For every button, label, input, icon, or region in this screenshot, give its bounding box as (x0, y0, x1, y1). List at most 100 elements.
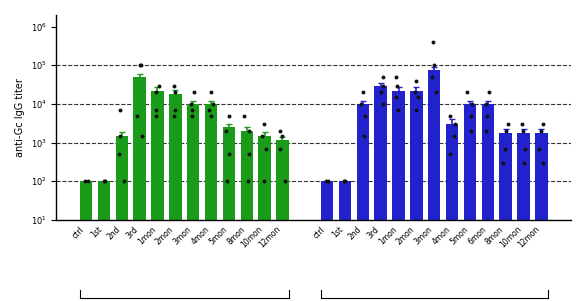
Point (100, 179, 109, 184)
Bar (428, 70, 441, 301)
Point (171, 107, 180, 112)
Point (132, 113, 142, 118)
Point (359, 90, 368, 95)
Point (224, 113, 234, 118)
Point (244, 179, 253, 184)
Point (206, 90, 216, 95)
Point (155, 83, 164, 88)
Bar (392, 91, 405, 301)
Point (259, 122, 268, 126)
Bar (517, 133, 530, 301)
Point (391, 95, 401, 100)
Bar (464, 104, 476, 301)
Point (225, 152, 234, 157)
Point (378, 83, 387, 88)
Point (276, 129, 285, 133)
Point (188, 107, 197, 112)
Point (481, 101, 490, 106)
Point (208, 101, 217, 106)
Point (520, 160, 529, 165)
Point (275, 146, 285, 151)
Point (244, 129, 254, 133)
Point (356, 101, 366, 106)
Point (485, 90, 494, 95)
Bar (80, 181, 93, 301)
Point (84, 179, 93, 184)
Point (100, 179, 110, 184)
Point (81, 179, 90, 184)
Bar (205, 104, 217, 301)
Point (206, 113, 216, 118)
Point (378, 101, 387, 106)
Point (462, 90, 472, 95)
Point (360, 133, 369, 138)
Bar (535, 133, 547, 301)
Bar (134, 77, 146, 301)
Point (500, 146, 509, 151)
Bar (410, 91, 423, 301)
Point (244, 152, 254, 157)
Point (379, 75, 388, 79)
Point (151, 90, 161, 95)
Point (466, 113, 476, 118)
Point (467, 101, 476, 106)
Point (392, 83, 401, 88)
Point (186, 101, 196, 106)
Point (414, 95, 423, 100)
Bar (356, 104, 369, 301)
Point (135, 63, 145, 68)
Point (222, 129, 231, 133)
Point (411, 107, 420, 112)
Point (151, 107, 161, 112)
Point (323, 179, 333, 184)
Point (169, 83, 179, 88)
Point (115, 152, 124, 157)
Bar (374, 85, 387, 301)
Point (258, 133, 267, 138)
Point (321, 179, 331, 184)
Bar (499, 133, 512, 301)
Point (278, 133, 287, 138)
Point (260, 179, 269, 184)
Point (340, 179, 350, 184)
Point (171, 90, 180, 95)
Point (188, 113, 197, 118)
Bar (151, 91, 163, 301)
Point (261, 146, 270, 151)
Point (534, 146, 544, 151)
Point (377, 90, 386, 95)
Point (169, 113, 179, 118)
Point (280, 179, 289, 184)
Point (537, 129, 546, 133)
Bar (446, 124, 458, 301)
Point (115, 107, 125, 112)
Bar (169, 94, 182, 301)
Point (481, 129, 490, 133)
Point (410, 90, 420, 95)
Point (445, 113, 455, 118)
Point (449, 133, 458, 138)
Point (391, 75, 401, 79)
Point (502, 129, 511, 133)
Point (428, 40, 438, 45)
Point (151, 113, 161, 118)
Point (138, 133, 147, 138)
Point (119, 179, 128, 184)
Bar (339, 181, 351, 301)
Bar (482, 104, 494, 301)
Point (482, 113, 492, 118)
Point (428, 75, 437, 79)
Bar (321, 181, 333, 301)
Bar (276, 140, 289, 301)
Point (499, 160, 508, 165)
Point (446, 152, 455, 157)
Point (539, 122, 548, 126)
Bar (258, 136, 271, 301)
Point (518, 122, 527, 126)
Point (205, 107, 214, 112)
Point (518, 129, 527, 133)
Point (450, 122, 459, 126)
Point (240, 113, 249, 118)
Y-axis label: anti-Gc IgG titer: anti-Gc IgG titer (15, 78, 25, 157)
Bar (98, 181, 110, 301)
